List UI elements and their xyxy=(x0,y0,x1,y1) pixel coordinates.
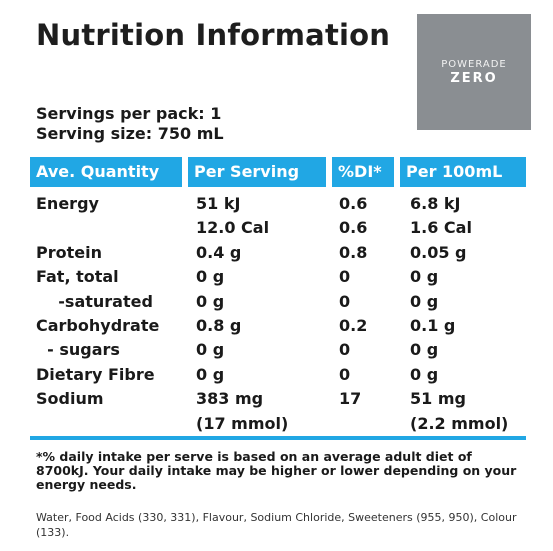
di-value: 0 xyxy=(339,364,351,384)
di-value: 0.6 xyxy=(339,218,368,238)
per-100ml-value: 1.6 Cal xyxy=(410,218,472,238)
column-header-per-serving: Per Serving xyxy=(188,157,326,187)
logo-brand: POWERADE xyxy=(441,58,507,70)
per-100ml-value: 6.8 kJ xyxy=(410,194,461,213)
table-row: Protein 0.4 g 0.8 0.05 g xyxy=(0,241,553,265)
per-100ml-value: 0 g xyxy=(410,291,439,311)
ingredients: Water, Food Acids (330, 331), Flavour, S… xyxy=(36,511,517,539)
row-label: - sugars xyxy=(36,340,120,360)
per-serving-value: 51 kJ xyxy=(196,194,241,213)
per-100ml-value: 0 g xyxy=(410,364,439,384)
table-row: Energy 51 kJ 0.6 6.8 kJ xyxy=(0,192,553,216)
table-row: - sugars 0 g 0 0 g xyxy=(0,338,553,362)
per-100ml-value: 0.05 g xyxy=(410,242,467,262)
di-value: 0 xyxy=(339,291,351,311)
per-serving-value: 12.0 Cal xyxy=(196,218,270,238)
di-value: 17 xyxy=(339,389,362,409)
per-serving-value: 0 g xyxy=(196,267,225,287)
table-row: (17 mmol) (2.2 mmol) xyxy=(0,412,553,436)
column-header-per-100ml: Per 100mL xyxy=(400,157,526,187)
di-value: 0.6 xyxy=(339,194,368,213)
row-label: Sodium xyxy=(36,389,104,409)
table-row: Carbohydrate 0.8 g 0.2 0.1 g xyxy=(0,314,553,338)
page-title: Nutrition Information xyxy=(36,18,391,52)
per-serving-value: 0 g xyxy=(196,340,225,360)
row-label: Dietary Fibre xyxy=(36,364,155,384)
row-label: Fat, total xyxy=(36,267,119,287)
per-serving-value: 0.4 g xyxy=(196,242,242,262)
per-serving-value: 0 g xyxy=(196,291,225,311)
table-row: 12.0 Cal 0.6 1.6 Cal xyxy=(0,216,553,240)
servings-info: Servings per pack: 1 Serving size: 750 m… xyxy=(36,104,224,144)
row-label: -saturated xyxy=(36,291,153,311)
row-label: Protein xyxy=(36,242,102,262)
logo-variant: ZERO xyxy=(450,70,498,86)
per-serving-value: 383 mg xyxy=(196,389,264,409)
footnote: *% daily intake per serve is based on an… xyxy=(36,449,517,492)
table-row: -saturated 0 g 0 0 g xyxy=(0,290,553,314)
row-label: Carbohydrate xyxy=(36,316,160,335)
table-row: Fat, total 0 g 0 0 g xyxy=(0,265,553,289)
serving-size: Serving size: 750 mL xyxy=(36,124,224,143)
per-100ml-value: 51 mg xyxy=(410,389,466,409)
brand-logo: POWERADE ZERO xyxy=(417,14,531,130)
table-header: Ave. Quantity Per Serving %DI* Per 100mL xyxy=(30,157,526,187)
per-100ml-value: (2.2 mmol) xyxy=(410,413,509,433)
per-serving-value: 0 g xyxy=(196,364,225,384)
row-label: Energy xyxy=(36,194,99,213)
per-100ml-value: 0 g xyxy=(410,267,439,287)
table-row: Dietary Fibre 0 g 0 0 g xyxy=(0,363,553,387)
per-serving-value: (17 mmol) xyxy=(196,413,289,433)
di-value: 0.8 xyxy=(339,242,368,262)
table-row: Sodium 383 mg 17 51 mg xyxy=(0,387,553,411)
per-100ml-value: 0 g xyxy=(410,340,439,360)
per-serving-value: 0.8 g xyxy=(196,316,242,335)
di-value: 0.2 xyxy=(339,316,368,335)
di-value: 0 xyxy=(339,340,351,360)
column-header-ave-quantity: Ave. Quantity xyxy=(30,157,182,187)
table-bottom-rule xyxy=(30,436,526,440)
per-100ml-value: 0.1 g xyxy=(410,316,456,335)
di-value: 0 xyxy=(339,267,351,287)
servings-per-pack: Servings per pack: 1 xyxy=(36,104,222,123)
column-header-di: %DI* xyxy=(332,157,394,187)
